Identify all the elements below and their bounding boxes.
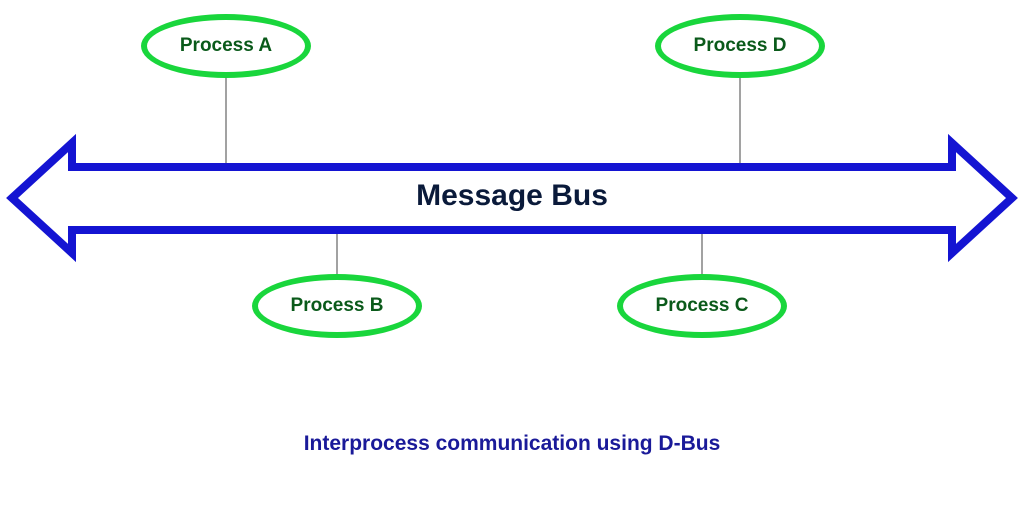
process-c: Process C [617,274,787,338]
dbus-diagram: Message Bus Process A Process D Process B P… [0,0,1024,512]
process-label-b: Process B [291,295,384,317]
process-d: Process D [655,14,825,78]
process-label-c: Process C [656,295,749,317]
process-a: Process A [141,14,311,78]
process-label-d: Process D [694,35,787,57]
process-b: Process B [252,274,422,338]
message-bus-label: Message Bus [0,179,1024,213]
diagram-caption: Interprocess communication using D-Bus [0,432,1024,456]
process-label-a: Process A [180,35,272,57]
